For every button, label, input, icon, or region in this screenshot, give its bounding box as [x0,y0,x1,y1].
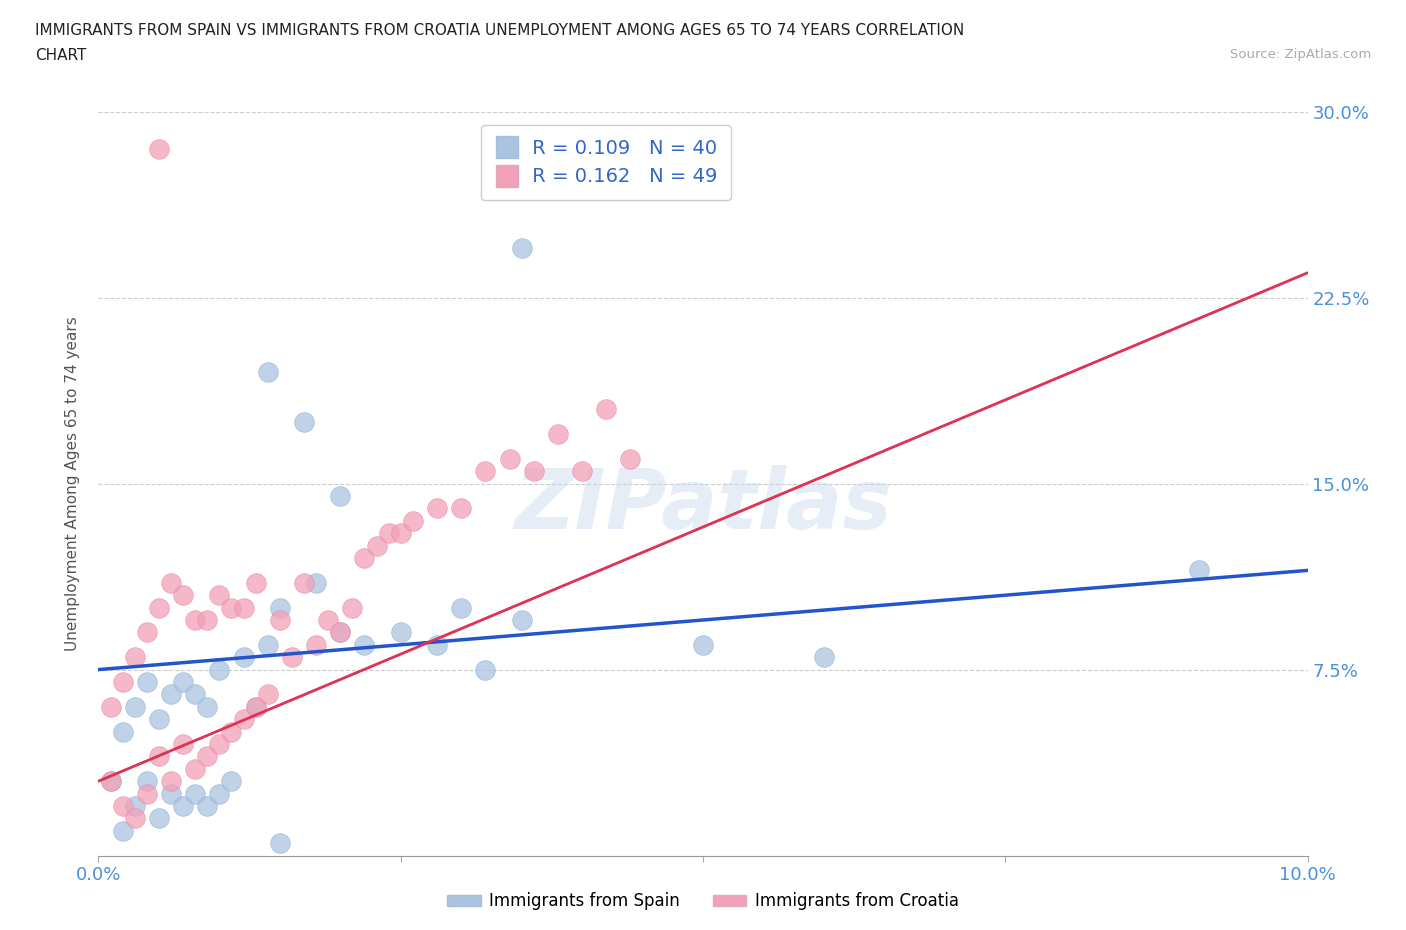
Point [221,724,243,739]
Point [281,650,304,665]
Point [172,799,194,814]
Point [100,774,122,789]
Point [269,613,291,628]
Point [124,650,146,665]
Point [342,600,364,615]
Point [813,650,835,665]
Point [245,699,267,714]
Point [148,749,170,764]
Point [148,141,170,156]
Point [510,241,533,256]
Point [245,699,267,714]
Point [292,414,315,429]
Point [148,811,170,826]
Text: IMMIGRANTS FROM SPAIN VS IMMIGRANTS FROM CROATIA UNEMPLOYMENT AMONG AGES 65 TO 7: IMMIGRANTS FROM SPAIN VS IMMIGRANTS FROM… [35,23,965,38]
Point [221,600,243,615]
Point [353,551,375,565]
Point [195,799,218,814]
Point [329,625,352,640]
Legend: Immigrants from Spain, Immigrants from Croatia: Immigrants from Spain, Immigrants from C… [440,885,966,917]
Point [184,786,207,801]
Point [135,774,157,789]
Point [160,786,183,801]
Point [135,674,157,689]
Point [426,501,449,516]
Point [135,786,157,801]
Point [292,576,315,591]
Point [208,786,231,801]
Point [547,427,569,442]
Point [184,613,207,628]
Point [389,525,412,540]
Point [377,525,399,540]
Point [474,662,496,677]
Point [160,576,183,591]
Point [160,687,183,702]
Point [353,637,375,652]
Point [426,637,449,652]
Point [498,451,520,466]
Point [232,600,254,615]
Point [208,588,231,603]
Point [245,576,267,591]
Point [111,724,134,739]
Point [474,464,496,479]
Point [184,687,207,702]
Point [269,836,291,851]
Point [124,799,146,814]
Point [523,464,546,479]
Point [172,588,194,603]
Point [195,699,218,714]
Legend:  R = 0.109   N = 40,  R = 0.162   N = 49: R = 0.109 N = 40, R = 0.162 N = 49 [481,125,731,200]
Point [160,774,183,789]
Point [269,600,291,615]
Point [402,513,425,528]
Point [111,823,134,838]
Point [172,674,194,689]
Point [148,711,170,726]
Point [305,637,328,652]
Point [316,613,339,628]
Point [256,637,278,652]
Point [100,699,122,714]
Point [111,674,134,689]
Point [510,613,533,628]
Point [256,687,278,702]
Point [232,650,254,665]
Point [148,600,170,615]
Point [100,774,122,789]
Point [619,451,641,466]
Y-axis label: Unemployment Among Ages 65 to 74 years: Unemployment Among Ages 65 to 74 years [65,316,80,651]
Point [184,762,207,777]
Point [1188,563,1211,578]
Point [450,501,472,516]
Point [329,625,352,640]
Point [366,538,388,553]
Text: Source: ZipAtlas.com: Source: ZipAtlas.com [1230,48,1371,61]
Point [571,464,593,479]
Point [208,662,231,677]
Point [256,365,278,379]
Point [195,613,218,628]
Point [450,600,472,615]
Text: ZIPatlas: ZIPatlas [515,465,891,547]
Point [208,737,231,751]
Point [124,811,146,826]
Point [124,699,146,714]
Point [135,625,157,640]
Point [329,488,352,503]
Point [172,737,194,751]
Text: CHART: CHART [35,48,87,63]
Point [232,711,254,726]
Point [305,576,328,591]
Point [111,799,134,814]
Point [595,402,617,417]
Point [692,637,714,652]
Point [389,625,412,640]
Point [221,774,243,789]
Point [195,749,218,764]
